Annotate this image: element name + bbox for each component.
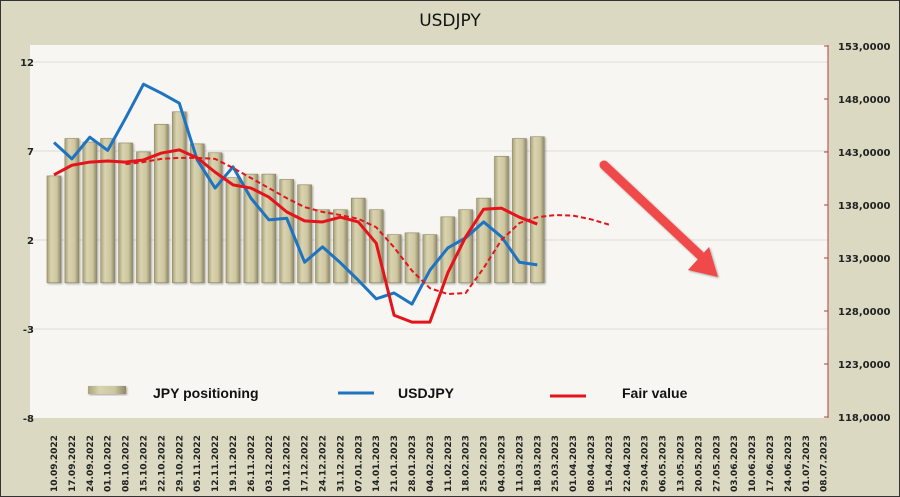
- x-tick-label: 17.12.2022: [301, 435, 311, 492]
- x-tick-label: 03.06.2023: [730, 435, 740, 492]
- left-tick-label: 12: [20, 58, 34, 69]
- bar-jpy-positioning: [333, 209, 348, 284]
- left-tick-label: 2: [27, 236, 34, 247]
- bar-jpy-positioning: [476, 197, 491, 284]
- x-tick-label: 11.03.2023: [515, 435, 525, 492]
- x-tick-label: 01.07.2023: [802, 435, 812, 492]
- bar-jpy-positioning: [46, 175, 62, 284]
- x-tick-label: 15.04.2023: [605, 435, 615, 492]
- chart-title: USDJPY: [419, 11, 481, 31]
- x-tick-label: 13.05.2023: [677, 435, 687, 492]
- right-tick-label: 123,0000: [838, 360, 891, 371]
- x-tick-label: 20.05.2023: [694, 435, 704, 492]
- right-tick-label: 143,0000: [838, 148, 891, 159]
- x-tick-label: 14.01.2023: [372, 435, 382, 492]
- x-tick-label: 05.11.2022: [193, 435, 203, 492]
- x-tick-label: 24.06.2023: [784, 435, 794, 492]
- legend-label-usdjpy: USDJPY: [398, 385, 455, 401]
- left-tick-label: 7: [27, 147, 34, 158]
- right-tick-label: 153,0000: [838, 42, 891, 53]
- x-tick-label: 12.11.2022: [211, 435, 221, 492]
- left-tick-label: -3: [23, 325, 34, 336]
- x-tick-label: 26.11.2022: [247, 435, 257, 492]
- x-tick-label: 04.03.2023: [498, 435, 508, 492]
- x-tick-label: 01.10.2022: [104, 435, 114, 492]
- x-tick-label: 25.02.2023: [480, 435, 490, 492]
- x-tick-label: 28.01.2023: [408, 435, 418, 492]
- bar-jpy-positioning: [350, 197, 366, 284]
- right-tick-label: 128,0000: [838, 307, 891, 318]
- bar-jpy-positioning: [154, 124, 169, 284]
- x-tick-label: 17.06.2023: [766, 435, 776, 492]
- x-tick-label: 18.02.2023: [462, 435, 472, 492]
- bar-jpy-positioning: [404, 232, 420, 284]
- bar-jpy-positioning: [297, 184, 312, 284]
- x-tick-label: 08.04.2023: [587, 435, 597, 492]
- x-tick-label: 03.12.2022: [265, 435, 275, 492]
- bar-jpy-positioning: [82, 141, 98, 284]
- legend-label-positioning: JPY positioning: [153, 385, 259, 401]
- bar-jpy-positioning: [64, 138, 80, 284]
- x-tick-label: 24.12.2022: [319, 435, 329, 492]
- right-tick-label: 138,0000: [838, 201, 891, 212]
- bar-jpy-positioning: [458, 209, 474, 284]
- bar-jpy-positioning: [512, 138, 527, 284]
- line-usdjpy: [52, 82, 538, 306]
- bar-jpy-positioning: [529, 136, 545, 284]
- left-tick-label: -8: [23, 414, 34, 425]
- x-tick-label: 15.10.2022: [140, 435, 150, 492]
- x-tick-label: 06.05.2023: [659, 435, 669, 492]
- bar-jpy-positioning: [494, 156, 509, 284]
- bar-jpy-positioning: [189, 143, 205, 284]
- legend: JPY positioning USDJPY Fair value: [88, 385, 688, 401]
- x-tick-label: 19.11.2022: [229, 435, 239, 492]
- bar-jpy-positioning: [172, 111, 187, 284]
- x-tick-label: 31.12.2022: [336, 435, 346, 492]
- bar-jpy-positioning: [386, 234, 402, 284]
- x-tick-label: 10.12.2022: [283, 435, 293, 492]
- right-tick-label: 118,0000: [838, 413, 891, 424]
- x-tick-label: 18.03.2023: [533, 435, 543, 492]
- x-tick-label: 27.05.2023: [712, 435, 722, 492]
- x-tick-label: 22.10.2022: [157, 435, 167, 492]
- x-tick-label: 10.06.2023: [748, 435, 758, 492]
- x-tick-label: 24.09.2022: [86, 435, 96, 492]
- right-tick-label: 133,0000: [838, 254, 891, 265]
- x-tick-label: 08.10.2022: [122, 435, 132, 492]
- line-fair-value-forward: [125, 156, 610, 296]
- bar-jpy-positioning: [118, 142, 133, 284]
- x-tick-label: 07.01.2023: [354, 435, 364, 492]
- x-tick-label: 29.10.2022: [175, 435, 185, 492]
- x-tick-label: 25.03.2023: [551, 435, 561, 492]
- x-tick-label: 04.02.2023: [426, 435, 436, 492]
- bar-jpy-positioning: [422, 234, 438, 284]
- legend-swatch-bar: [88, 386, 126, 394]
- x-tick-label: 17.09.2022: [68, 435, 78, 492]
- bar-jpy-positioning: [100, 138, 115, 284]
- bar-jpy-positioning: [136, 151, 151, 284]
- line-fair-value: [53, 148, 538, 324]
- x-tick-label: 29.04.2023: [641, 435, 651, 492]
- x-tick-label: 01.04.2023: [569, 435, 579, 492]
- right-tick-label: 148,0000: [838, 95, 891, 106]
- x-tick-label: 08.07.2023: [820, 435, 830, 492]
- bar-jpy-positioning: [225, 177, 241, 284]
- x-tick-label: 10.09.2022: [50, 435, 60, 492]
- legend-label-fair-value: Fair value: [622, 385, 688, 401]
- x-tick-label: 22.04.2023: [623, 435, 633, 492]
- x-tick-label: 11.02.2023: [444, 435, 454, 492]
- bar-jpy-positioning: [279, 179, 295, 284]
- trend-arrow: [599, 160, 718, 277]
- x-tick-label: 21.01.2023: [390, 435, 400, 492]
